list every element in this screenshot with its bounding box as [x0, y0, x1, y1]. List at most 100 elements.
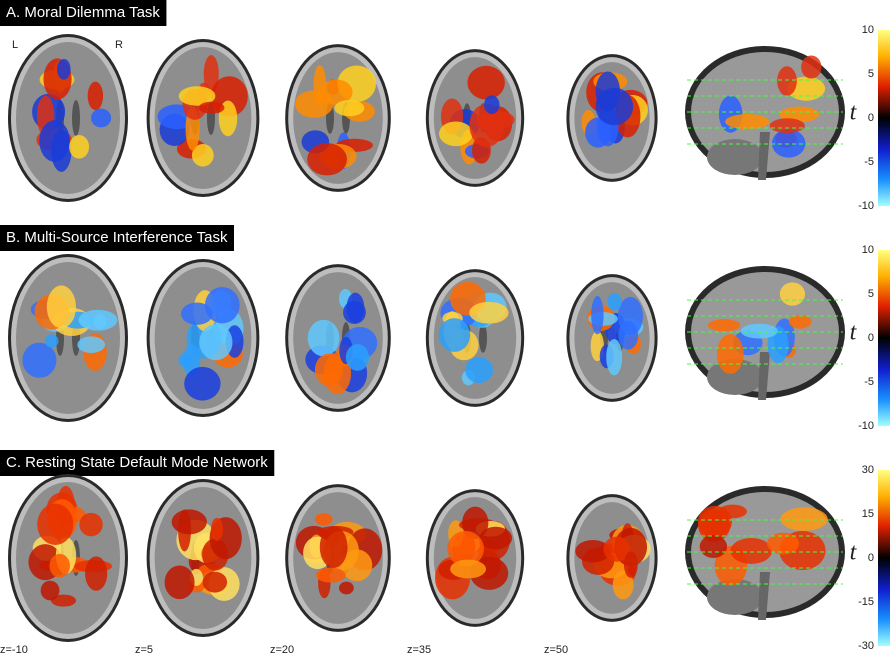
axial-slice	[146, 259, 260, 417]
ventricle	[72, 100, 80, 136]
slice-label: z=35	[407, 644, 431, 656]
activation	[345, 344, 370, 371]
activation	[191, 144, 214, 167]
panel-title: A. Moral Dilemma Task	[6, 4, 160, 21]
colorbar-tick-label: 5	[868, 68, 874, 80]
colorbar	[878, 470, 890, 646]
slice-label: z=20	[270, 644, 294, 656]
colorbar-tick-label: -5	[864, 156, 874, 168]
brain	[16, 262, 120, 414]
activation	[450, 559, 487, 579]
activation	[740, 323, 778, 339]
axial-slice	[8, 34, 128, 202]
activation	[780, 507, 828, 531]
activation	[343, 300, 366, 324]
colorbar-tick-label: -10	[858, 200, 874, 212]
axial-slice	[425, 49, 525, 187]
activation	[202, 571, 228, 593]
activation	[178, 86, 216, 106]
activation	[439, 121, 473, 147]
activation	[39, 120, 70, 162]
activation	[319, 526, 348, 568]
panel: C. Resting State Default Mode Network 30 1…	[0, 450, 890, 652]
activation	[447, 531, 484, 567]
colorbar	[878, 250, 890, 426]
colorbar-tick-label: -5	[864, 376, 874, 388]
colorbar-tick-label: 10	[862, 24, 874, 36]
panel-title: B. Multi-Source Interference Task	[6, 229, 228, 246]
activation	[77, 336, 106, 353]
activation	[801, 55, 822, 79]
activation	[91, 108, 112, 128]
activation	[198, 101, 225, 114]
ventricle	[479, 323, 487, 353]
activation	[44, 334, 59, 348]
activation	[708, 319, 741, 332]
activation	[334, 99, 365, 117]
activation	[777, 66, 797, 96]
activation	[338, 581, 354, 595]
title-box	[0, 225, 234, 251]
activation	[164, 565, 195, 600]
activation	[467, 65, 505, 100]
colorbar-tick-label: 0	[868, 552, 874, 564]
sagittal-slice	[685, 266, 845, 400]
colorbar-tick-label: 10	[862, 244, 874, 256]
activation	[307, 319, 340, 357]
activation	[37, 503, 74, 545]
activation	[469, 103, 505, 147]
activation	[788, 314, 812, 329]
activation	[314, 513, 333, 526]
right-label: R	[115, 39, 123, 51]
panel: B. Multi-Source Interference Task 10 5 0 -5 -…	[0, 225, 890, 432]
activation	[79, 512, 103, 537]
slice-label: z=5	[135, 644, 153, 656]
colorbar-tick-label: 0	[868, 112, 874, 124]
activation	[730, 537, 773, 564]
colorbar-tick-label: -10	[858, 420, 874, 432]
activation	[69, 135, 90, 159]
activation	[623, 551, 638, 578]
activation	[46, 285, 76, 329]
colorbar-tick-label: 0	[868, 332, 874, 344]
colorbar-tick-label: 30	[862, 464, 874, 476]
colorbar-tick-label: 15	[862, 508, 874, 520]
activation	[78, 309, 118, 331]
activation	[591, 295, 604, 335]
activation	[294, 90, 334, 118]
axial-slice	[285, 264, 391, 412]
axial-slice	[8, 474, 128, 642]
colorbar-tick-label: -30	[858, 640, 874, 652]
colorbar-tick-label: 5	[868, 288, 874, 300]
activation	[767, 532, 800, 555]
activation	[462, 506, 489, 540]
activation	[85, 556, 108, 591]
activation	[603, 536, 631, 562]
slice-label: z=-10	[0, 644, 28, 656]
activation	[465, 356, 494, 384]
activation	[307, 143, 347, 176]
axial-slice	[566, 494, 658, 622]
axial-slice	[425, 269, 525, 407]
activation	[184, 366, 221, 401]
axial-slice	[285, 484, 391, 632]
activation	[51, 594, 77, 607]
activation	[699, 535, 728, 558]
colorbar-label: t	[850, 100, 858, 126]
panel-title: C. Resting State Default Mode Network	[6, 454, 268, 471]
activation	[484, 95, 500, 115]
activation	[314, 353, 343, 387]
activation	[769, 118, 805, 134]
activation	[22, 342, 57, 378]
slice-label: z=50	[544, 644, 568, 656]
sagittal-slice	[685, 486, 845, 620]
axial-slice	[425, 489, 525, 627]
axial-slice	[146, 39, 260, 197]
activation	[210, 517, 224, 541]
left-label: L	[12, 39, 18, 51]
activation	[698, 509, 731, 542]
cerebellum	[707, 139, 763, 175]
activation	[171, 509, 207, 535]
title-box	[0, 0, 167, 26]
